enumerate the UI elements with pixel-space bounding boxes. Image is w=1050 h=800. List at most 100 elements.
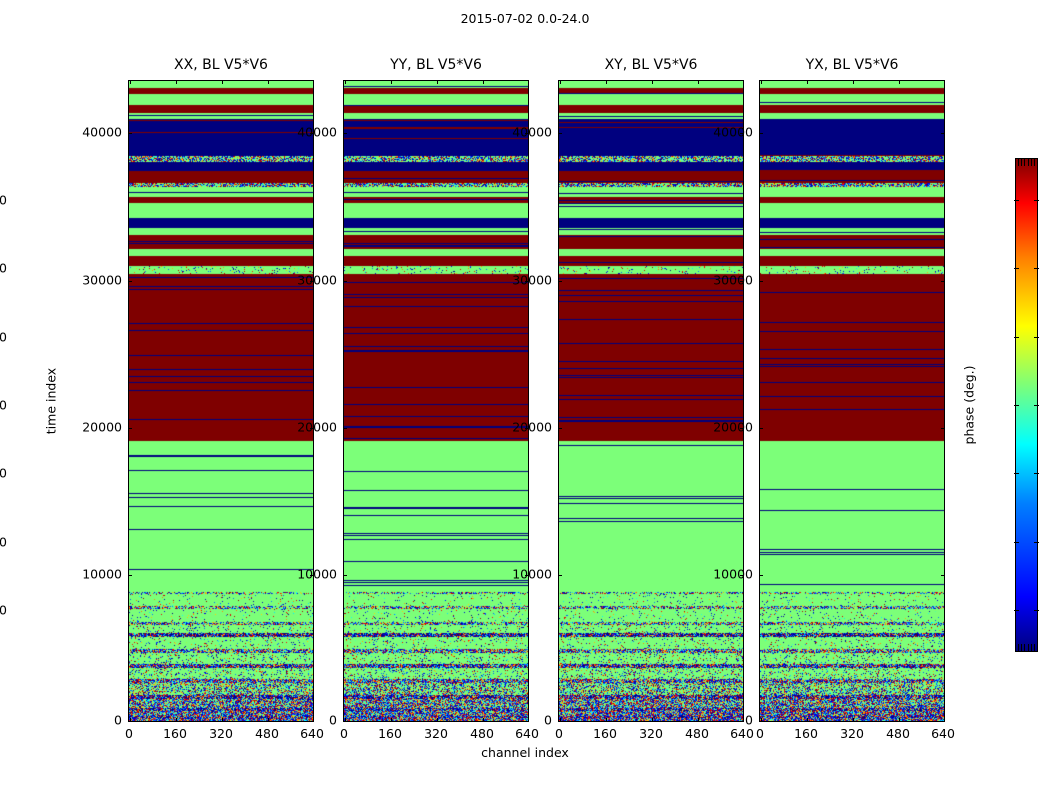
y-tick bbox=[525, 575, 528, 576]
x-tick bbox=[761, 718, 762, 721]
y-tick-label: 40000 bbox=[512, 124, 552, 140]
y-tick-label: 40000 bbox=[297, 124, 337, 140]
x-tick-label: 160 bbox=[794, 726, 818, 741]
colorbar-tick-label: 100 bbox=[0, 260, 7, 276]
x-tick bbox=[652, 81, 653, 84]
y-tick bbox=[759, 721, 763, 722]
x-tick bbox=[176, 81, 177, 84]
x-tick bbox=[391, 718, 392, 721]
y-tick bbox=[129, 133, 132, 134]
y-tick bbox=[760, 281, 763, 282]
x-tick-label: 320 bbox=[209, 726, 233, 741]
y-tick bbox=[760, 575, 763, 576]
colorbar-top-cap-ticks bbox=[1015, 158, 1038, 166]
panel-axes-2[interactable] bbox=[343, 80, 529, 722]
x-tick bbox=[853, 718, 854, 721]
x-tick-label: 320 bbox=[639, 726, 663, 741]
y-tick bbox=[941, 133, 944, 134]
x-tick bbox=[483, 718, 484, 721]
y-tick-label: 30000 bbox=[297, 272, 337, 288]
y-tick-label: 20000 bbox=[297, 419, 337, 435]
x-tick bbox=[268, 718, 269, 721]
x-tick bbox=[652, 718, 653, 721]
colorbar-tick bbox=[1034, 473, 1039, 474]
y-tick bbox=[344, 133, 347, 134]
x-tick bbox=[698, 718, 699, 721]
y-tick-label: 0 bbox=[114, 712, 122, 728]
y-tick-label: 30000 bbox=[713, 272, 753, 288]
x-tick bbox=[268, 81, 269, 84]
x-tick bbox=[222, 81, 223, 84]
heatmap-image-4 bbox=[760, 81, 944, 721]
y-tick bbox=[760, 133, 763, 134]
x-tick-label: 320 bbox=[840, 726, 864, 741]
x-tick-label: 640 bbox=[931, 726, 955, 741]
y-tick bbox=[129, 281, 132, 282]
panel-title-2: YY, BL V5*V6 bbox=[390, 57, 482, 73]
panel-title-4: YX, BL V5*V6 bbox=[805, 57, 899, 73]
x-tick bbox=[698, 81, 699, 84]
panel-2: YY, BL V5*V6 bbox=[343, 57, 529, 722]
figure-suptitle: 2015-07-02 0.0-24.0 bbox=[460, 11, 590, 26]
y-tick bbox=[310, 428, 313, 429]
y-tick bbox=[343, 721, 347, 722]
y-tick bbox=[740, 575, 743, 576]
y-tick bbox=[941, 721, 945, 722]
panel-title-3: XY, BL V5*V6 bbox=[604, 57, 698, 73]
y-tick-label: 40000 bbox=[82, 124, 122, 140]
x-tick bbox=[761, 81, 762, 84]
colorbar-tick bbox=[1014, 473, 1019, 474]
y-tick bbox=[559, 281, 562, 282]
y-tick bbox=[941, 281, 944, 282]
y-tick bbox=[129, 428, 132, 429]
colorbar-tick bbox=[1014, 405, 1019, 406]
y-tick bbox=[740, 281, 743, 282]
colorbar-tick bbox=[1014, 268, 1019, 269]
y-tick-label: 10000 bbox=[82, 566, 122, 582]
x-tick bbox=[176, 718, 177, 721]
y-tick-label: 10000 bbox=[512, 566, 552, 582]
y-tick-label: 0 bbox=[544, 712, 552, 728]
y-tick bbox=[128, 721, 132, 722]
heatmap-image-2 bbox=[344, 81, 528, 721]
heatmap-image-1 bbox=[129, 81, 313, 721]
panel-1: XX, BL V5*V6 bbox=[128, 57, 314, 722]
x-tick bbox=[560, 718, 561, 721]
x-tick bbox=[899, 81, 900, 84]
x-tick bbox=[560, 81, 561, 84]
heatmap-image-3 bbox=[559, 81, 743, 721]
y-tick bbox=[310, 575, 313, 576]
x-tick bbox=[345, 718, 346, 721]
y-tick bbox=[559, 428, 562, 429]
colorbar-tick-label: 0 bbox=[0, 397, 7, 413]
y-tick bbox=[941, 428, 944, 429]
y-tick-label: 20000 bbox=[512, 419, 552, 435]
y-tick-label: 20000 bbox=[82, 419, 122, 435]
panel-title-1: XX, BL V5*V6 bbox=[174, 57, 268, 73]
panel-axes-3[interactable] bbox=[558, 80, 744, 722]
colorbar-tick bbox=[1034, 542, 1039, 543]
x-tick bbox=[899, 718, 900, 721]
x-tick bbox=[437, 81, 438, 84]
panel-3: XY, BL V5*V6 bbox=[558, 57, 744, 722]
y-tick bbox=[740, 133, 743, 134]
x-tick bbox=[944, 718, 945, 722]
x-tick bbox=[853, 81, 854, 84]
x-tick-label: 480 bbox=[886, 726, 910, 741]
x-tick-label: 480 bbox=[685, 726, 709, 741]
colorbar-tick bbox=[1014, 200, 1019, 201]
x-tick bbox=[222, 718, 223, 721]
panel-axes-1[interactable] bbox=[128, 80, 314, 722]
y-tick bbox=[344, 428, 347, 429]
x-tick bbox=[606, 718, 607, 721]
colorbar-tick bbox=[1034, 200, 1039, 201]
y-tick-label: 0 bbox=[329, 712, 337, 728]
y-tick bbox=[525, 281, 528, 282]
y-tick bbox=[760, 428, 763, 429]
y-tick bbox=[941, 575, 944, 576]
x-tick-label: 640 bbox=[730, 726, 754, 741]
colorbar[interactable] bbox=[1014, 158, 1039, 652]
colorbar-tick-label: 150 bbox=[0, 192, 7, 208]
x-tick bbox=[528, 80, 529, 84]
panel-axes-4[interactable] bbox=[759, 80, 945, 722]
